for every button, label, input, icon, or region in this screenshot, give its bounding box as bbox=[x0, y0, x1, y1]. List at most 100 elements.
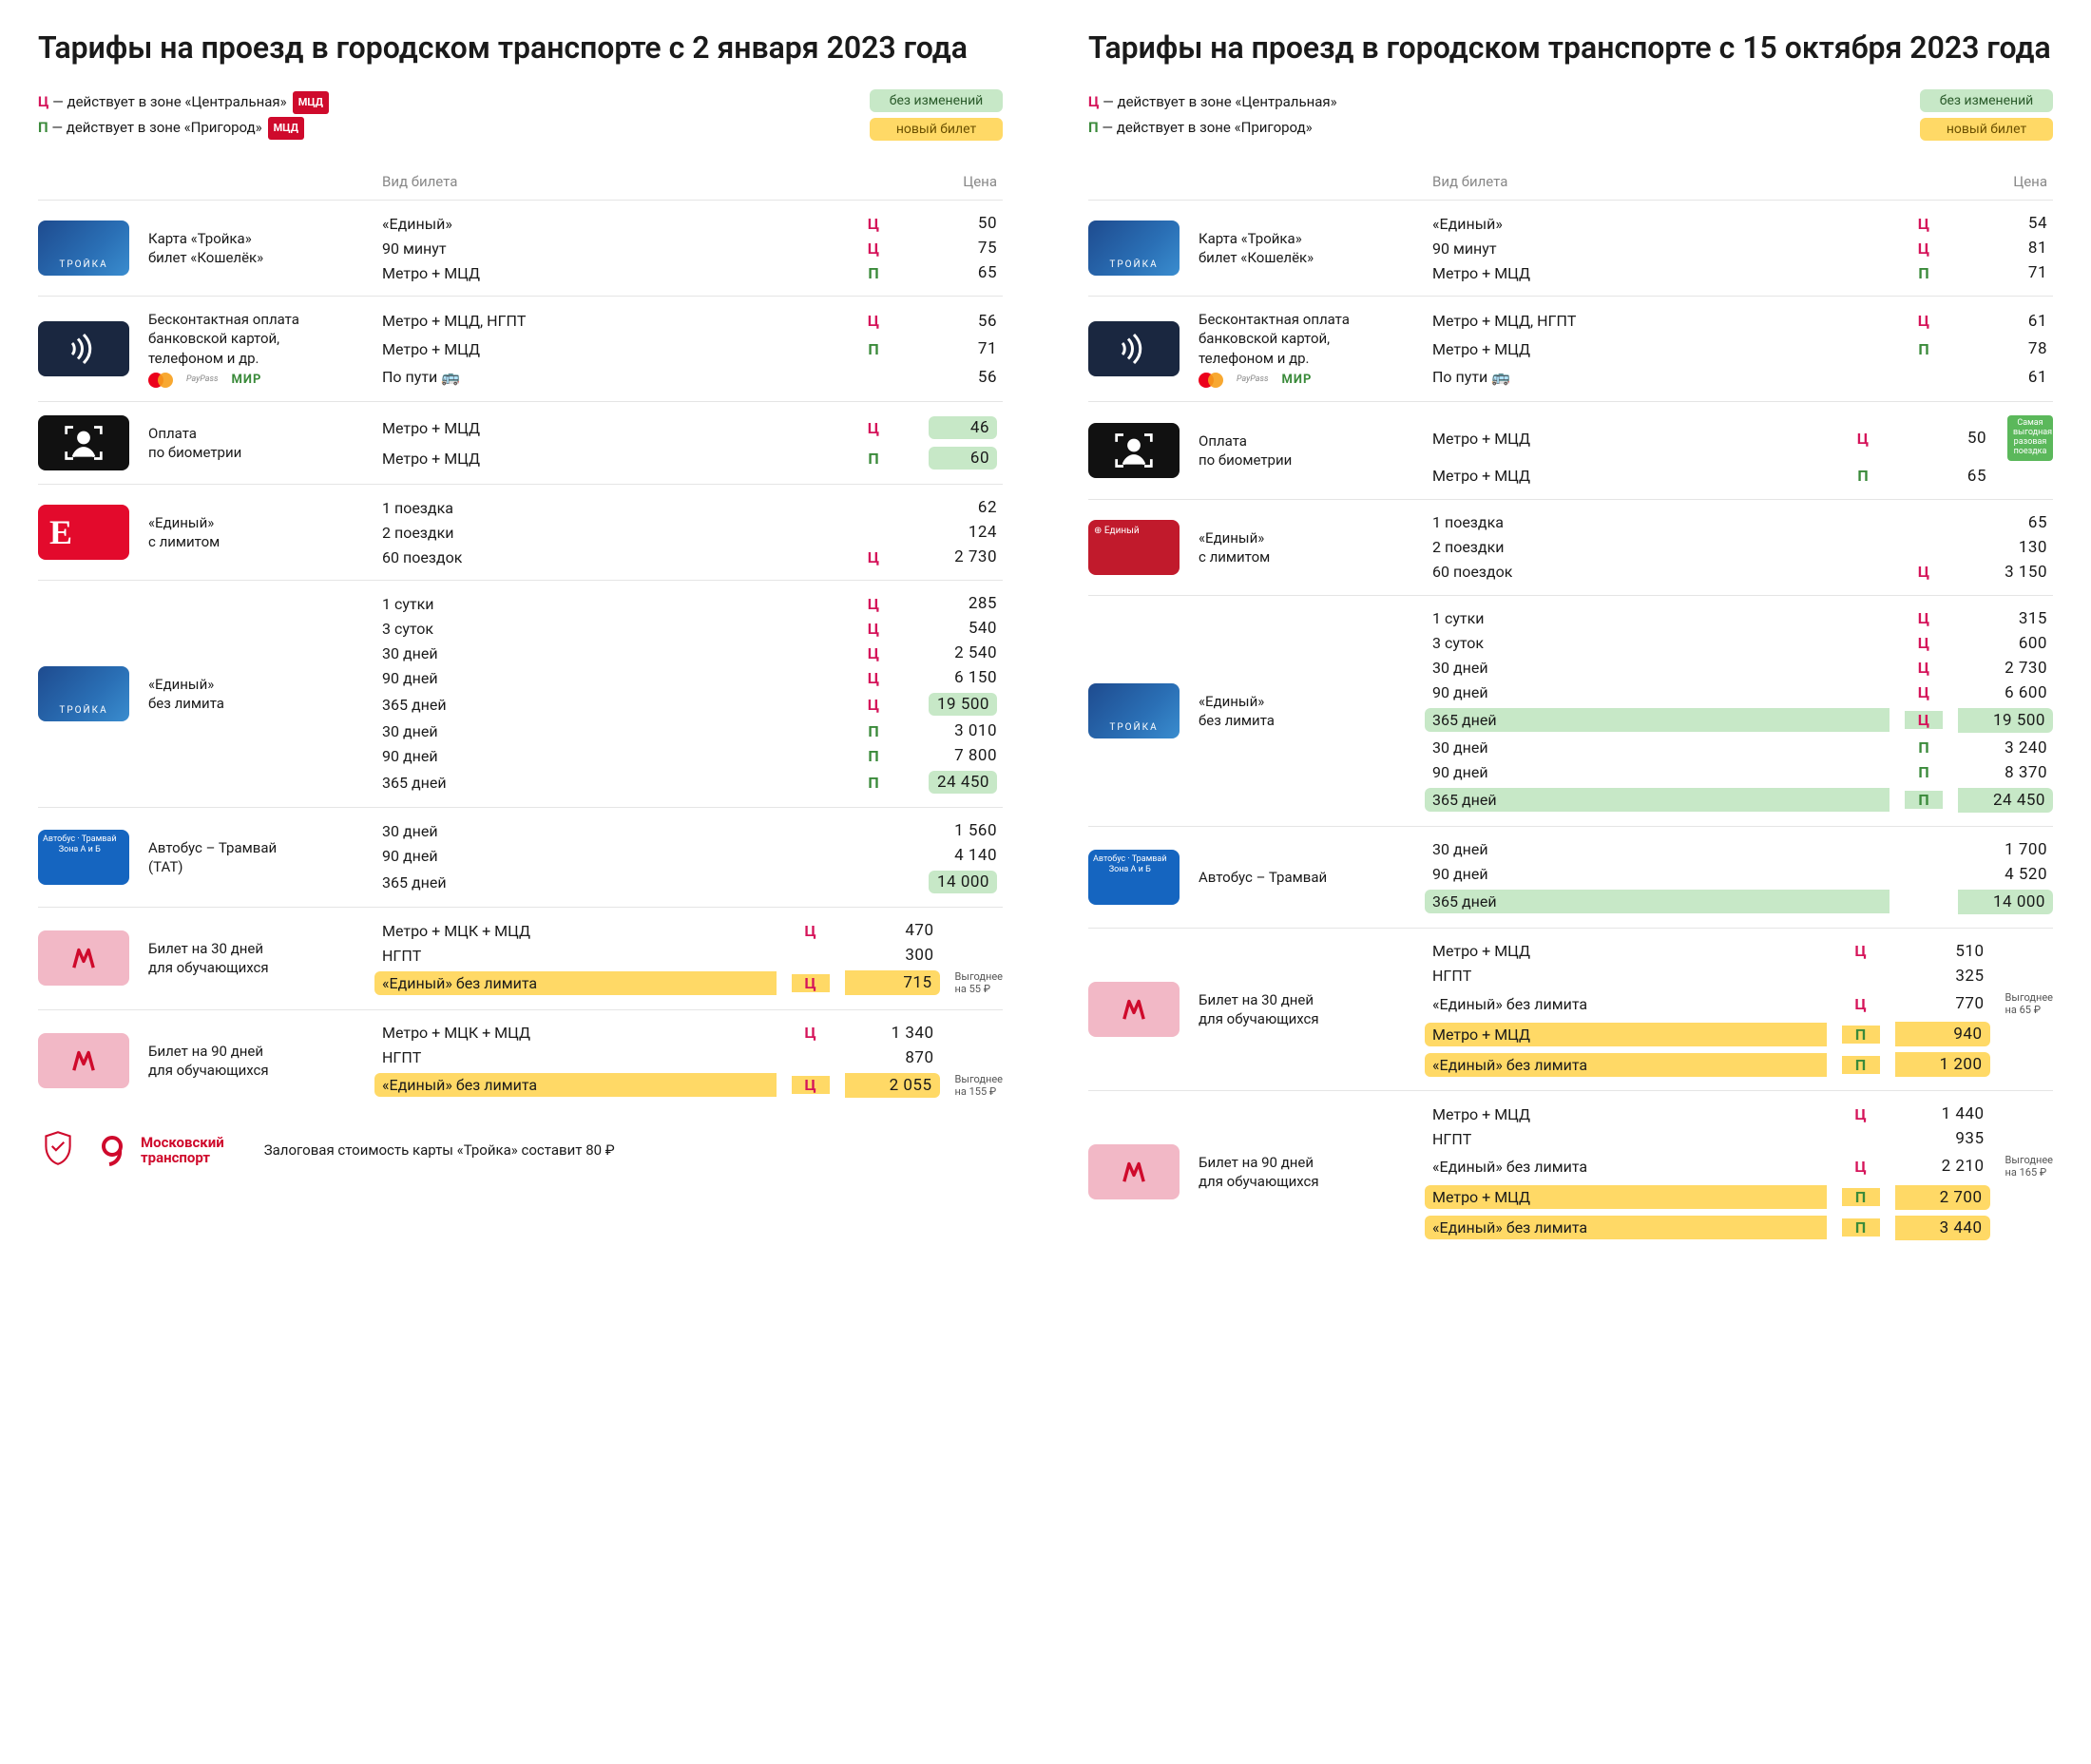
status-legend: без измененийновый билет bbox=[1920, 89, 2053, 146]
price: 1 340 bbox=[845, 1024, 940, 1043]
price: 14 000 bbox=[1958, 890, 2053, 914]
fare-group: Автобус · ТрамвайЗона А и БАвтобус – Тра… bbox=[38, 808, 1003, 908]
fare-group-label: «Единый»без лимита bbox=[1199, 692, 1417, 731]
th-price: Цена bbox=[908, 173, 1003, 190]
price: 540 bbox=[908, 619, 1003, 638]
price: 870 bbox=[845, 1048, 940, 1067]
zone-indicator: П bbox=[1844, 467, 1882, 485]
zone-indicator: Ц bbox=[854, 595, 892, 613]
fare-group-label: Оплатапо биометрии bbox=[148, 424, 367, 463]
ticket-type: 365 дней bbox=[1425, 890, 1890, 913]
contactless-card-icon bbox=[1088, 321, 1180, 376]
zone-indicator: Ц bbox=[792, 974, 830, 992]
fare-group: ТРОЙКА«Единый»без лимита1 суткиЦ2853 сут… bbox=[38, 581, 1003, 808]
ticket-type: 1 поездка bbox=[1432, 513, 1890, 531]
fare-group-label: Карта «Тройка»билет «Кошелёк» bbox=[1199, 229, 1417, 268]
bus-tram-card-icon: Автобус · ТрамвайЗона А и Б bbox=[38, 830, 129, 885]
price: 7 800 bbox=[908, 746, 1003, 765]
price: 78 bbox=[1958, 339, 2053, 358]
ticket-type: 90 дней bbox=[382, 669, 839, 687]
ticket-type: 90 дней bbox=[1432, 683, 1890, 701]
zone-indicator: Ц bbox=[1905, 683, 1943, 701]
zone-indicator: Ц bbox=[1844, 430, 1882, 448]
zone-indicator: П bbox=[1905, 340, 1943, 358]
ticket-type: 365 дней bbox=[382, 696, 839, 714]
price: 4 520 bbox=[1958, 865, 2053, 884]
fare-group: ТРОЙКА«Единый»без лимита1 суткиЦ3153 сут… bbox=[1088, 596, 2053, 827]
price: 19 500 bbox=[1958, 708, 2053, 733]
price: 2 730 bbox=[1958, 659, 2053, 678]
fare-group: Бесконтактная оплатабанковской картой,те… bbox=[38, 297, 1003, 402]
price: 2 055 bbox=[845, 1073, 940, 1098]
zone-indicator: П bbox=[1905, 791, 1943, 809]
price: 124 bbox=[908, 523, 1003, 542]
student-card-icon bbox=[38, 1033, 129, 1088]
price: 1 200 bbox=[1895, 1052, 1990, 1077]
fare-group: Билет на 30 днейдля обучающихсяМетро + М… bbox=[38, 908, 1003, 1009]
ticket-type: По пути 🚌 bbox=[382, 368, 839, 386]
ticket-type: НГПТ bbox=[382, 947, 777, 965]
zone-indicator: Ц bbox=[854, 644, 892, 662]
ticket-type: 30 дней bbox=[1432, 659, 1890, 677]
fare-group-label: Карта «Тройка»билет «Кошелёк» bbox=[148, 229, 367, 268]
price: 1 560 bbox=[908, 821, 1003, 840]
savings-note: Выгоднеена 55 ₽ bbox=[955, 970, 1003, 995]
price: 2 540 bbox=[908, 643, 1003, 662]
th-ticket-type: Вид билета bbox=[1432, 173, 1890, 190]
mostransport-logo: Московскийтранспорт bbox=[95, 1131, 224, 1169]
zone-indicator: Ц bbox=[854, 240, 892, 258]
price: 3 440 bbox=[1895, 1216, 1990, 1240]
paypass-icon: PayPass bbox=[1237, 374, 1269, 385]
ticket-type: 2 поездки bbox=[1432, 538, 1890, 556]
ticket-type: Метро + МЦД bbox=[382, 419, 839, 437]
ticket-type: «Единый» bbox=[1432, 215, 1890, 233]
price: 46 bbox=[908, 416, 1003, 439]
ticket-type: 365 дней bbox=[1425, 788, 1890, 812]
ediny-card-icon: ⊕ Единый bbox=[1088, 520, 1180, 575]
ticket-type: НГПТ bbox=[1432, 967, 1827, 985]
zone-indicator: П bbox=[854, 774, 892, 792]
fare-group: Автобус · ТрамвайЗона А и БАвтобус – Тра… bbox=[1088, 827, 2053, 929]
student-card-icon bbox=[1088, 1144, 1180, 1199]
price: 24 450 bbox=[1958, 788, 2053, 813]
status-legend: без измененийновый билет bbox=[870, 89, 1003, 146]
price: 75 bbox=[908, 239, 1003, 258]
zone-indicator: П bbox=[1842, 1056, 1880, 1074]
ticket-type: 30 дней bbox=[382, 822, 839, 840]
zone-indicator: Ц bbox=[1905, 240, 1943, 258]
ticket-type: 365 дней bbox=[382, 774, 839, 792]
zone-indicator: Ц bbox=[1905, 659, 1943, 677]
ticket-type: Метро + МЦД bbox=[1432, 467, 1829, 485]
zone-indicator: Ц bbox=[1905, 711, 1943, 729]
price: 62 bbox=[908, 498, 1003, 517]
ticket-type: 3 суток bbox=[1432, 634, 1890, 652]
fare-group: Оплатапо биометрииМетро + МЦДЦ50Метро + … bbox=[1088, 402, 2053, 500]
unchanged-pill: без изменений bbox=[1920, 89, 2053, 112]
ticket-type: «Единый» без лимита bbox=[1432, 995, 1827, 1013]
zone-indicator: Ц bbox=[854, 215, 892, 233]
price: 3 240 bbox=[1958, 738, 2053, 757]
ticket-type: «Единый» без лимита bbox=[374, 1073, 777, 1097]
zone-indicator: П bbox=[854, 747, 892, 765]
ticket-type: «Единый» без лимита bbox=[1425, 1216, 1827, 1239]
zone-indicator: Ц bbox=[1905, 215, 1943, 233]
ticket-type: Метро + МЦД bbox=[1425, 1023, 1827, 1046]
zone-indicator: П bbox=[1842, 1026, 1880, 1044]
student-card-icon bbox=[1088, 982, 1180, 1037]
zone-indicator: Ц bbox=[854, 419, 892, 437]
deposit-text: Залоговая стоимость карты «Тройка» соста… bbox=[264, 1141, 615, 1159]
ticket-type: 90 дней bbox=[382, 847, 839, 865]
fare-group-label: Билет на 90 днейдля обучающихся bbox=[1199, 1153, 1417, 1192]
price: 54 bbox=[1958, 214, 2053, 233]
price: 940 bbox=[1895, 1022, 1990, 1046]
moscow-coat-icon bbox=[38, 1128, 78, 1172]
student-card-icon bbox=[38, 930, 129, 986]
new-ticket-pill: новый билет bbox=[870, 118, 1003, 141]
legend: Ц — действует в зоне «Центральная»МЦДП —… bbox=[38, 89, 1003, 146]
ticket-type: Метро + МЦК + МЦД bbox=[382, 922, 777, 940]
fare-group-label: Автобус – Трамвай bbox=[1199, 868, 1417, 887]
price: 50 bbox=[908, 214, 1003, 233]
zone-indicator: П bbox=[854, 340, 892, 358]
price: 14 000 bbox=[908, 871, 1003, 893]
price: 24 450 bbox=[908, 771, 1003, 794]
